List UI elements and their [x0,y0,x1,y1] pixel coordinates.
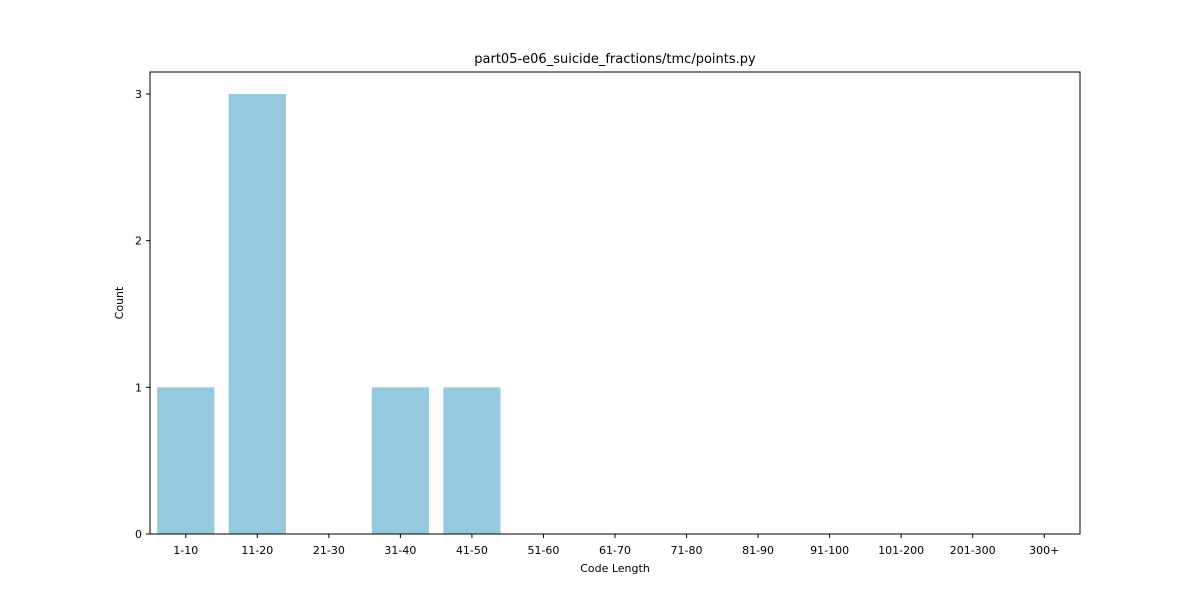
x-tick-label: 101-200 [878,544,924,557]
x-axis-label: Code Length [580,562,650,575]
bar-1-10 [157,387,215,534]
x-tick-label: 91-100 [810,544,849,557]
y-tick-label: 2 [135,235,142,248]
y-axis: 0 1 2 3 [135,88,150,541]
x-axis: 1-10 11-20 21-30 31-40 41-50 51-60 61-70 71-80 8… [173,534,1059,557]
y-axis-label: Count [113,286,126,319]
x-tick-label: 21-30 [313,544,345,557]
x-tick-label: 61-70 [599,544,631,557]
x-tick-label: 81-90 [742,544,774,557]
bar-41-50 [443,387,501,534]
y-tick-label: 1 [135,381,142,394]
x-tick-label: 11-20 [241,544,273,557]
bar-11-20 [228,94,286,534]
y-tick-label: 0 [135,528,142,541]
x-tick-label: 1-10 [173,544,198,557]
plot-frame [149,71,1081,535]
x-tick-label: 51-60 [527,544,559,557]
x-tick-label: 201-300 [950,544,996,557]
chart-title: part05-e06_suicide_fractions/tmc/points.… [474,52,756,67]
bars-layer [157,94,501,534]
bar-31-40 [371,387,429,534]
x-tick-label: 31-40 [384,544,416,557]
x-tick-label: 71-80 [671,544,703,557]
y-tick-label: 3 [135,88,142,101]
x-tick-label: 41-50 [456,544,488,557]
x-tick-label: 300+ [1029,544,1059,557]
